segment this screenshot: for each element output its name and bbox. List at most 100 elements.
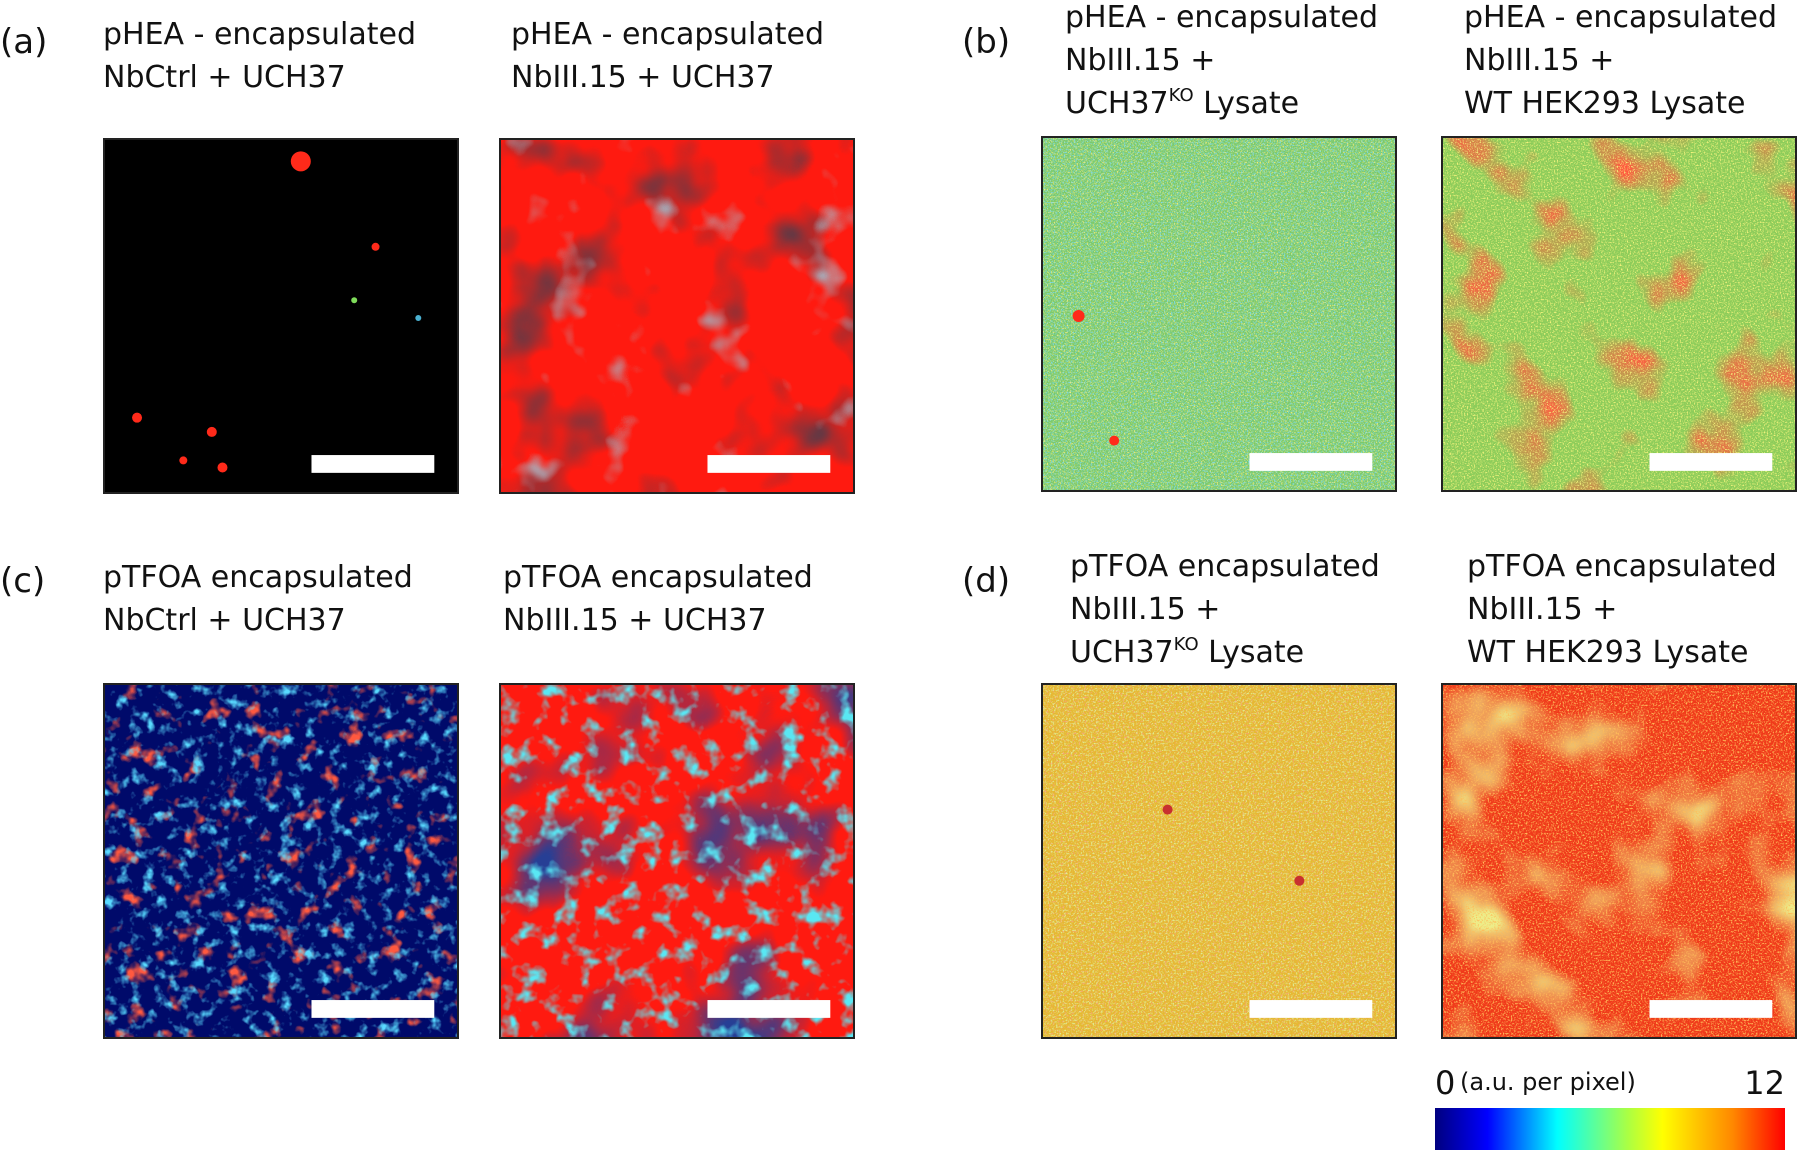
spot [1294,875,1305,886]
micrograph [103,683,459,1039]
spot [132,412,143,423]
colorbar-label: (a.u. per pixel) [1460,1068,1636,1096]
panel-label: (d) [962,561,1011,601]
spot [1162,804,1173,815]
caption-text: pHEA - encapsulated [1464,0,1777,35]
caption-line: pTFOA encapsulated [503,556,813,599]
image [105,685,457,1037]
micrograph [499,683,855,1039]
caption-text: Lysate [1198,635,1305,670]
caption-line: pHEA - encapsulated [1065,0,1378,39]
image [501,140,853,492]
caption-text: pTFOA encapsulated [1070,549,1380,584]
caption-text: NbIII.15 + [1467,592,1618,627]
scale-bar [707,1000,831,1018]
caption-line: NbCtrl + UCH37 [103,599,413,642]
image [1043,685,1395,1037]
superscript: KO [1168,85,1194,106]
texture [1043,138,1395,490]
caption-text: NbIII.15 + UCH37 [503,603,767,638]
caption-text: UCH37 [1070,635,1174,670]
caption-line: NbCtrl + UCH37 [103,56,416,99]
caption-line: WT HEK293 Lysate [1467,631,1777,674]
scale-bar [707,455,831,473]
colorbar [1435,1108,1785,1150]
spot [179,456,188,465]
caption-text: NbCtrl + UCH37 [103,603,346,638]
caption-line: WT HEK293 Lysate [1464,82,1777,125]
caption-text: NbIII.15 + [1065,43,1216,78]
caption-line: pTFOA encapsulated [1070,545,1380,588]
texture [105,685,457,1037]
micrograph [1441,683,1797,1039]
caption-line: NbIII.15 + [1065,39,1378,82]
texture [1443,685,1795,1037]
micrograph [1041,683,1397,1039]
texture [1043,685,1395,1037]
caption-line: UCH37KO Lysate [1065,82,1378,125]
image [501,685,853,1037]
caption-text: UCH37 [1065,86,1169,121]
caption-text: WT HEK293 Lysate [1464,86,1746,121]
scale-bar [311,455,435,473]
caption-line: pHEA - encapsulated [1464,0,1777,39]
caption: pTFOA encapsulated NbIII.15 + UCH37 [503,556,813,642]
panel-label: (b) [962,22,1011,62]
spot [371,242,380,251]
panel-label: (c) [0,561,46,601]
colorbar-tick-label: 0 [1435,1064,1456,1102]
scale-bar [1649,1000,1773,1018]
caption-text: pTFOA encapsulated [1467,549,1777,584]
image-bg [105,140,457,492]
panel-label: (a) [0,22,48,62]
caption-text: WT HEK293 Lysate [1467,635,1749,670]
scale-bar [311,1000,435,1018]
caption-text: NbIII.15 + [1464,43,1615,78]
caption: pTFOA encapsulated NbCtrl + UCH37 [103,556,413,642]
caption-line: NbIII.15 + UCH37 [511,56,824,99]
caption: pHEA - encapsulated NbIII.15 + UCH37KO Lys… [1065,0,1378,125]
caption-text: NbIII.15 + [1070,592,1221,627]
image [1043,138,1395,490]
scale-bar [1649,453,1773,471]
caption-line: NbIII.15 + [1467,588,1777,631]
scale-bar [1249,453,1373,471]
caption-line: pHEA - encapsulated [103,13,416,56]
texture [501,140,853,492]
spot [206,426,217,437]
spot [217,462,228,473]
micrograph [103,138,459,494]
image [1443,138,1795,490]
caption-text: pTFOA encapsulated [503,560,813,595]
caption: pTFOA encapsulated NbIII.15 + UCH37KO Lysa… [1070,545,1380,674]
colorbar-tick-label: 12 [1744,1064,1785,1102]
caption: pTFOA encapsulated NbIII.15 + WT HEK293 Ly… [1467,545,1777,674]
caption: pHEA - encapsulated NbIII.15 + WT HEK293 L… [1464,0,1777,125]
micrograph [499,138,855,494]
caption-line: UCH37KO Lysate [1070,631,1380,674]
caption-text: pHEA - encapsulated [1065,0,1378,35]
caption-text: Lysate [1193,86,1300,121]
spot [1109,435,1120,446]
caption-text: NbIII.15 + UCH37 [511,60,775,95]
scale-bar [1249,1000,1373,1018]
caption-line: pTFOA encapsulated [1467,545,1777,588]
image [105,140,457,492]
caption: pHEA - encapsulated NbCtrl + UCH37 [103,13,416,99]
caption-line: pTFOA encapsulated [103,556,413,599]
spot [415,315,422,321]
image [1443,685,1795,1037]
texture [501,685,853,1037]
caption-text: pHEA - encapsulated [511,17,824,52]
superscript: KO [1173,634,1199,655]
caption-text: pTFOA encapsulated [103,560,413,595]
caption: pHEA - encapsulated NbIII.15 + UCH37 [511,13,824,99]
caption-line: NbIII.15 + [1070,588,1380,631]
caption-text: NbCtrl + UCH37 [103,60,346,95]
spot [351,297,358,304]
spot [290,151,311,172]
colorbar-gradient [1435,1108,1785,1150]
spot [1072,310,1085,322]
caption-line: NbIII.15 + UCH37 [503,599,813,642]
